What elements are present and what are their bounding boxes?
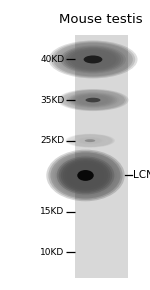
Text: Mouse testis: Mouse testis <box>59 13 142 26</box>
Ellipse shape <box>78 95 108 105</box>
Ellipse shape <box>85 139 95 142</box>
Ellipse shape <box>59 90 127 110</box>
Ellipse shape <box>50 152 121 199</box>
Ellipse shape <box>78 137 102 144</box>
Ellipse shape <box>48 41 138 78</box>
Ellipse shape <box>52 154 119 197</box>
Text: 10KD: 10KD <box>40 248 64 257</box>
Ellipse shape <box>77 137 103 144</box>
Ellipse shape <box>61 159 110 192</box>
Text: 15KD: 15KD <box>40 207 64 216</box>
Ellipse shape <box>63 160 108 191</box>
Ellipse shape <box>72 136 108 146</box>
Ellipse shape <box>46 150 125 201</box>
Ellipse shape <box>74 52 112 67</box>
Ellipse shape <box>59 158 112 193</box>
Text: 25KD: 25KD <box>40 136 64 145</box>
Ellipse shape <box>70 93 116 107</box>
Ellipse shape <box>56 44 130 75</box>
Ellipse shape <box>84 55 102 64</box>
Ellipse shape <box>72 50 114 68</box>
Ellipse shape <box>69 93 117 108</box>
Ellipse shape <box>65 162 106 189</box>
Ellipse shape <box>58 44 128 75</box>
Ellipse shape <box>57 89 129 111</box>
Ellipse shape <box>53 43 133 76</box>
Ellipse shape <box>74 136 106 145</box>
Ellipse shape <box>51 41 135 77</box>
Ellipse shape <box>55 155 116 196</box>
Ellipse shape <box>76 95 110 105</box>
Ellipse shape <box>76 137 104 145</box>
Ellipse shape <box>57 156 114 195</box>
Ellipse shape <box>65 48 121 71</box>
Text: LCN6: LCN6 <box>134 171 150 180</box>
Ellipse shape <box>80 138 100 144</box>
Ellipse shape <box>63 91 123 109</box>
Ellipse shape <box>74 94 112 106</box>
Text: 35KD: 35KD <box>40 95 64 105</box>
Ellipse shape <box>85 98 100 102</box>
Ellipse shape <box>63 46 123 72</box>
Ellipse shape <box>67 163 104 188</box>
Ellipse shape <box>60 46 126 73</box>
Ellipse shape <box>73 136 107 145</box>
Ellipse shape <box>72 94 114 106</box>
Ellipse shape <box>48 151 123 200</box>
Ellipse shape <box>70 50 116 69</box>
Ellipse shape <box>67 48 119 70</box>
Ellipse shape <box>67 92 119 108</box>
Ellipse shape <box>61 90 125 110</box>
Text: 40KD: 40KD <box>40 55 64 64</box>
Ellipse shape <box>69 164 102 186</box>
Bar <box>75 35 128 278</box>
Ellipse shape <box>77 170 94 181</box>
Ellipse shape <box>65 91 121 109</box>
